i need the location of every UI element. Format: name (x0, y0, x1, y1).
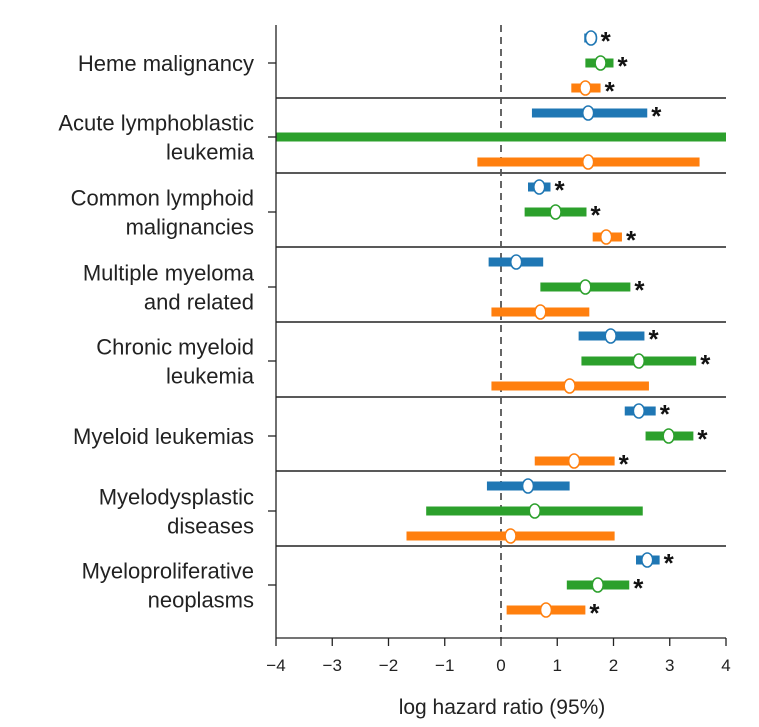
significance-star: * (660, 399, 671, 429)
x-tick-label: −1 (435, 656, 454, 675)
point-estimate (584, 30, 598, 46)
point-estimate (567, 453, 581, 469)
category-label: Myelodysplastic (99, 485, 254, 510)
point-estimate (532, 179, 546, 195)
point-estimate (504, 528, 517, 544)
x-tick-label: 1 (553, 656, 562, 675)
significance-star: * (605, 76, 616, 106)
significance-star: * (700, 349, 711, 379)
point-estimate (509, 254, 523, 270)
category-label: and related (144, 290, 254, 315)
significance-star: * (626, 225, 637, 255)
significance-star: * (634, 275, 645, 305)
point-estimate (594, 55, 607, 71)
category-label: diseases (167, 514, 254, 539)
category-label: Chronic myeloid (96, 335, 254, 360)
x-tick-label: −3 (323, 656, 342, 675)
significance-star: * (555, 175, 566, 205)
point-estimate (640, 552, 654, 568)
x-tick-label: −4 (266, 656, 285, 675)
point-estimate (521, 478, 535, 494)
significance-star: * (589, 598, 600, 628)
significance-star: * (618, 51, 629, 81)
point-estimate (604, 328, 617, 344)
point-estimate (591, 577, 605, 593)
x-tick-label: 3 (665, 656, 674, 675)
category-label: Acute lymphoblastic (58, 111, 254, 136)
point-estimate (549, 204, 562, 220)
category-labels: Heme malignancy Acute lymphoblastic leukem… (58, 51, 254, 613)
category-label: Common lymphoid (71, 186, 254, 211)
category-label: Heme malignancy (78, 51, 254, 76)
point-estimate (579, 279, 592, 295)
point-estimate (579, 80, 592, 96)
significance-star: * (697, 424, 708, 454)
point-estimate (539, 602, 553, 618)
x-axis-title: log hazard ratio (95%) (399, 696, 606, 719)
significance-star: * (601, 26, 612, 56)
point-estimate (534, 304, 547, 320)
point-estimate (581, 154, 595, 170)
category-label: neoplasms (148, 588, 254, 613)
category-label: Multiple myeloma (83, 261, 255, 286)
point-estimate (632, 403, 646, 419)
point-estimate (599, 229, 613, 245)
significance-star: * (651, 101, 662, 131)
significance-star: * (664, 548, 675, 578)
category-label: Myeloid leukemias (73, 424, 254, 449)
x-tick-label: 0 (496, 656, 505, 675)
significance-star: * (633, 573, 644, 603)
significance-star: * (648, 324, 659, 354)
point-estimate (581, 105, 595, 121)
point-estimate (563, 378, 576, 394)
point-estimate (662, 428, 675, 444)
significance-star: * (619, 449, 630, 479)
significance-star: * (591, 200, 602, 230)
ci-bar (276, 132, 726, 142)
category-label: leukemia (166, 140, 255, 165)
x-tick-label: 2 (609, 656, 618, 675)
point-estimate (528, 503, 542, 519)
x-tick-label: −2 (379, 656, 398, 675)
point-estimate (632, 353, 646, 369)
category-label: Myeloproliferative (82, 559, 254, 584)
x-axis: −4 −3 −2 −1 0 1 2 3 4 (266, 25, 731, 675)
category-label: leukemia (166, 364, 255, 389)
estimate-rows: **************** (276, 26, 726, 628)
x-tick-label: 4 (721, 656, 730, 675)
category-label: malignancies (126, 215, 254, 240)
